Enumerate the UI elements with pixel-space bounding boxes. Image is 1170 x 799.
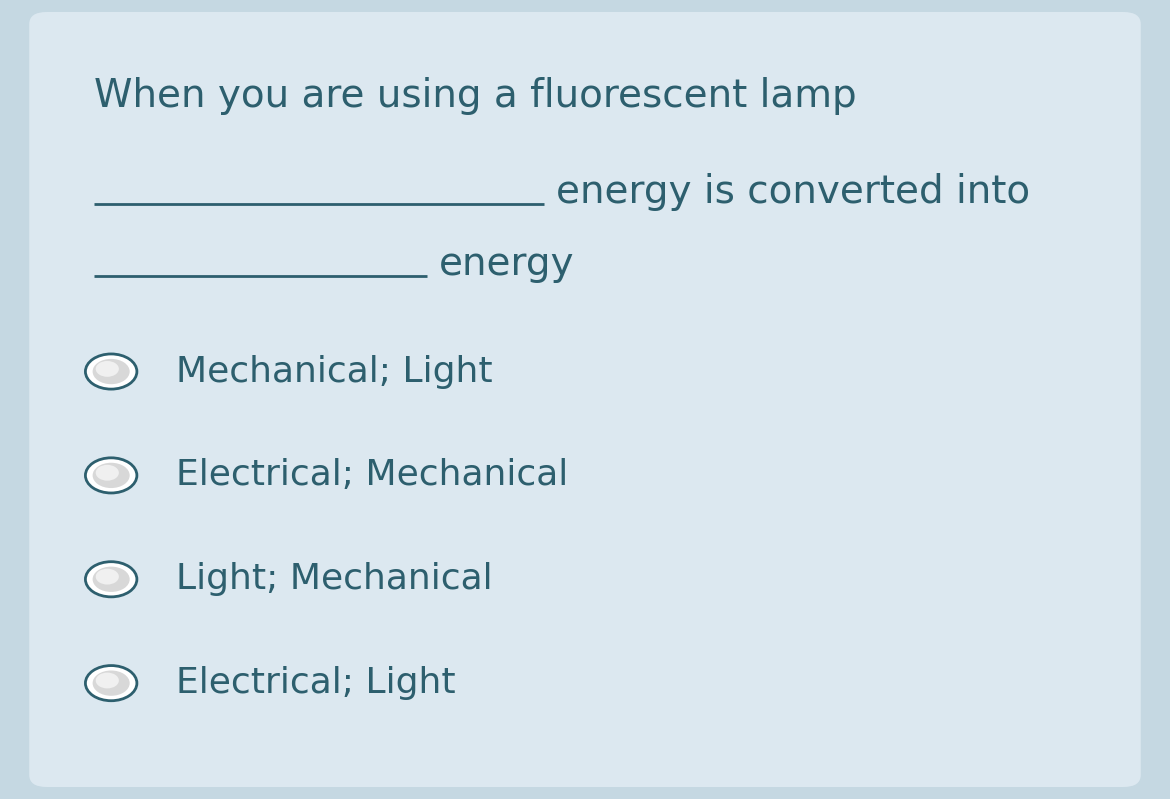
Circle shape bbox=[96, 361, 119, 377]
FancyBboxPatch shape bbox=[29, 12, 1141, 787]
Circle shape bbox=[85, 354, 137, 389]
Text: Electrical; Light: Electrical; Light bbox=[176, 666, 455, 700]
Circle shape bbox=[96, 673, 119, 689]
Circle shape bbox=[92, 359, 130, 384]
Circle shape bbox=[96, 569, 119, 585]
Text: energy is converted into: energy is converted into bbox=[556, 173, 1030, 211]
Text: Mechanical; Light: Mechanical; Light bbox=[176, 355, 493, 388]
Circle shape bbox=[92, 670, 130, 696]
Text: energy: energy bbox=[439, 244, 574, 283]
Circle shape bbox=[85, 666, 137, 701]
Circle shape bbox=[92, 566, 130, 592]
Circle shape bbox=[85, 562, 137, 597]
Circle shape bbox=[92, 463, 130, 488]
Circle shape bbox=[85, 458, 137, 493]
Circle shape bbox=[96, 465, 119, 481]
Text: Light; Mechanical: Light; Mechanical bbox=[176, 562, 493, 596]
Text: When you are using a fluorescent lamp: When you are using a fluorescent lamp bbox=[94, 77, 856, 115]
Text: Electrical; Mechanical: Electrical; Mechanical bbox=[176, 459, 567, 492]
